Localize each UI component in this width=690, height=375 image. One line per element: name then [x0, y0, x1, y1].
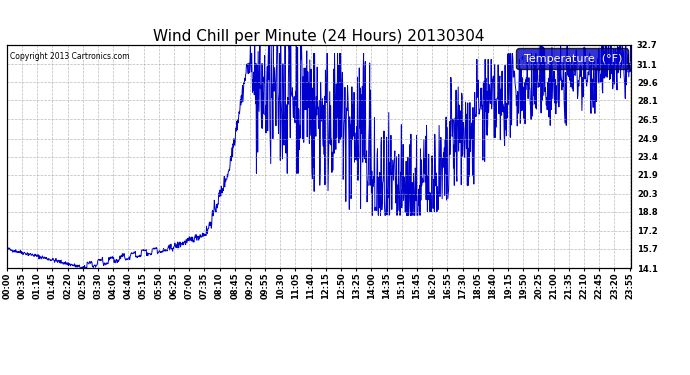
Title: Wind Chill per Minute (24 Hours) 20130304: Wind Chill per Minute (24 Hours) 2013030…	[153, 29, 485, 44]
Legend: Temperature  (°F): Temperature (°F)	[516, 48, 628, 69]
Text: Copyright 2013 Cartronics.com: Copyright 2013 Cartronics.com	[10, 52, 130, 61]
